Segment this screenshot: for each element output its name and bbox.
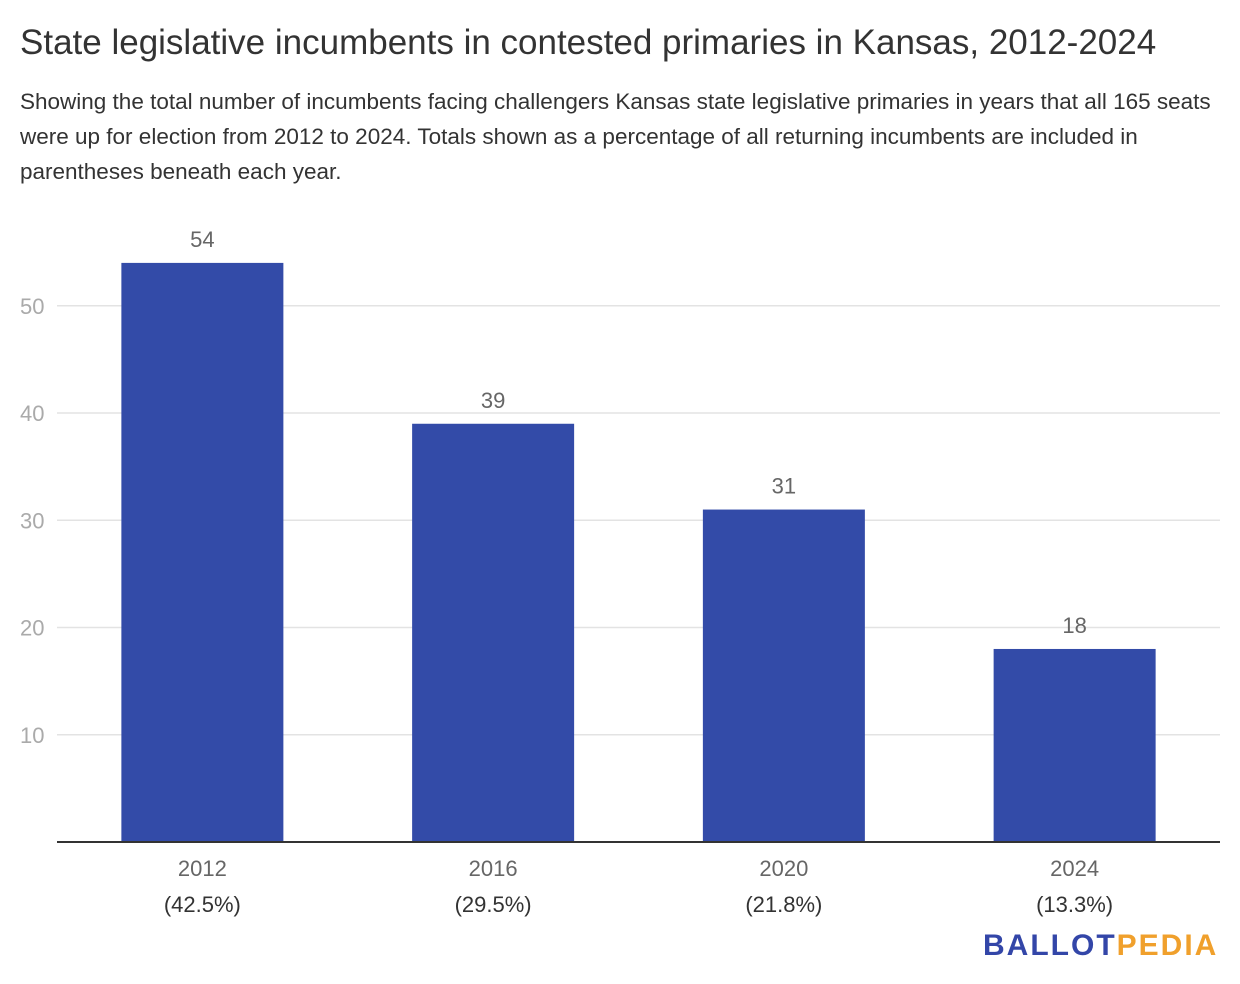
x-tick-label: 2024 xyxy=(1050,856,1099,881)
x-tick-sublabel: (13.3%) xyxy=(1036,892,1113,917)
x-tick-label: 2016 xyxy=(469,856,518,881)
y-tick-label: 30 xyxy=(20,508,44,533)
bar-2016 xyxy=(412,423,575,842)
ballotpedia-logo: BALLOTPEDIA xyxy=(983,926,1218,966)
y-axis-tick-labels: 10 20 30 40 50 xyxy=(20,294,44,748)
y-tick-label: 50 xyxy=(20,294,44,319)
bar-value-labels: 54 39 31 18 xyxy=(190,227,1087,638)
x-tick-sublabel: (42.5%) xyxy=(164,892,241,917)
bar-value-label: 54 xyxy=(190,227,214,252)
bar-value-label: 31 xyxy=(772,474,796,499)
logo-part-pedia: PEDIA xyxy=(1116,929,1219,962)
x-tick-sublabel: (21.8%) xyxy=(745,892,822,917)
bar-2020 xyxy=(702,509,865,842)
y-tick-label: 20 xyxy=(20,616,44,641)
x-tick-label: 2020 xyxy=(759,856,808,881)
y-tick-label: 10 xyxy=(20,723,44,748)
bar-value-label: 39 xyxy=(481,388,505,413)
logo-part-ballot: BALLOT xyxy=(983,929,1117,962)
x-tick-sublabel: (29.5%) xyxy=(455,892,532,917)
y-tick-label: 40 xyxy=(20,401,44,426)
bar-2012 xyxy=(121,262,284,842)
x-axis-tick-labels: 2012 (42.5%) 2016 (29.5%) 2020 (21.8%) 2024 (13… xyxy=(164,856,1113,917)
bar-2024 xyxy=(993,648,1156,842)
x-tick-label: 2012 xyxy=(178,856,227,881)
bar-value-label: 18 xyxy=(1062,613,1086,638)
chart-title: State legislative incumbents in conteste… xyxy=(20,23,1157,62)
bars xyxy=(121,262,1156,842)
chart-subtitle: Showing the total number of incumbents f… xyxy=(20,89,1211,184)
